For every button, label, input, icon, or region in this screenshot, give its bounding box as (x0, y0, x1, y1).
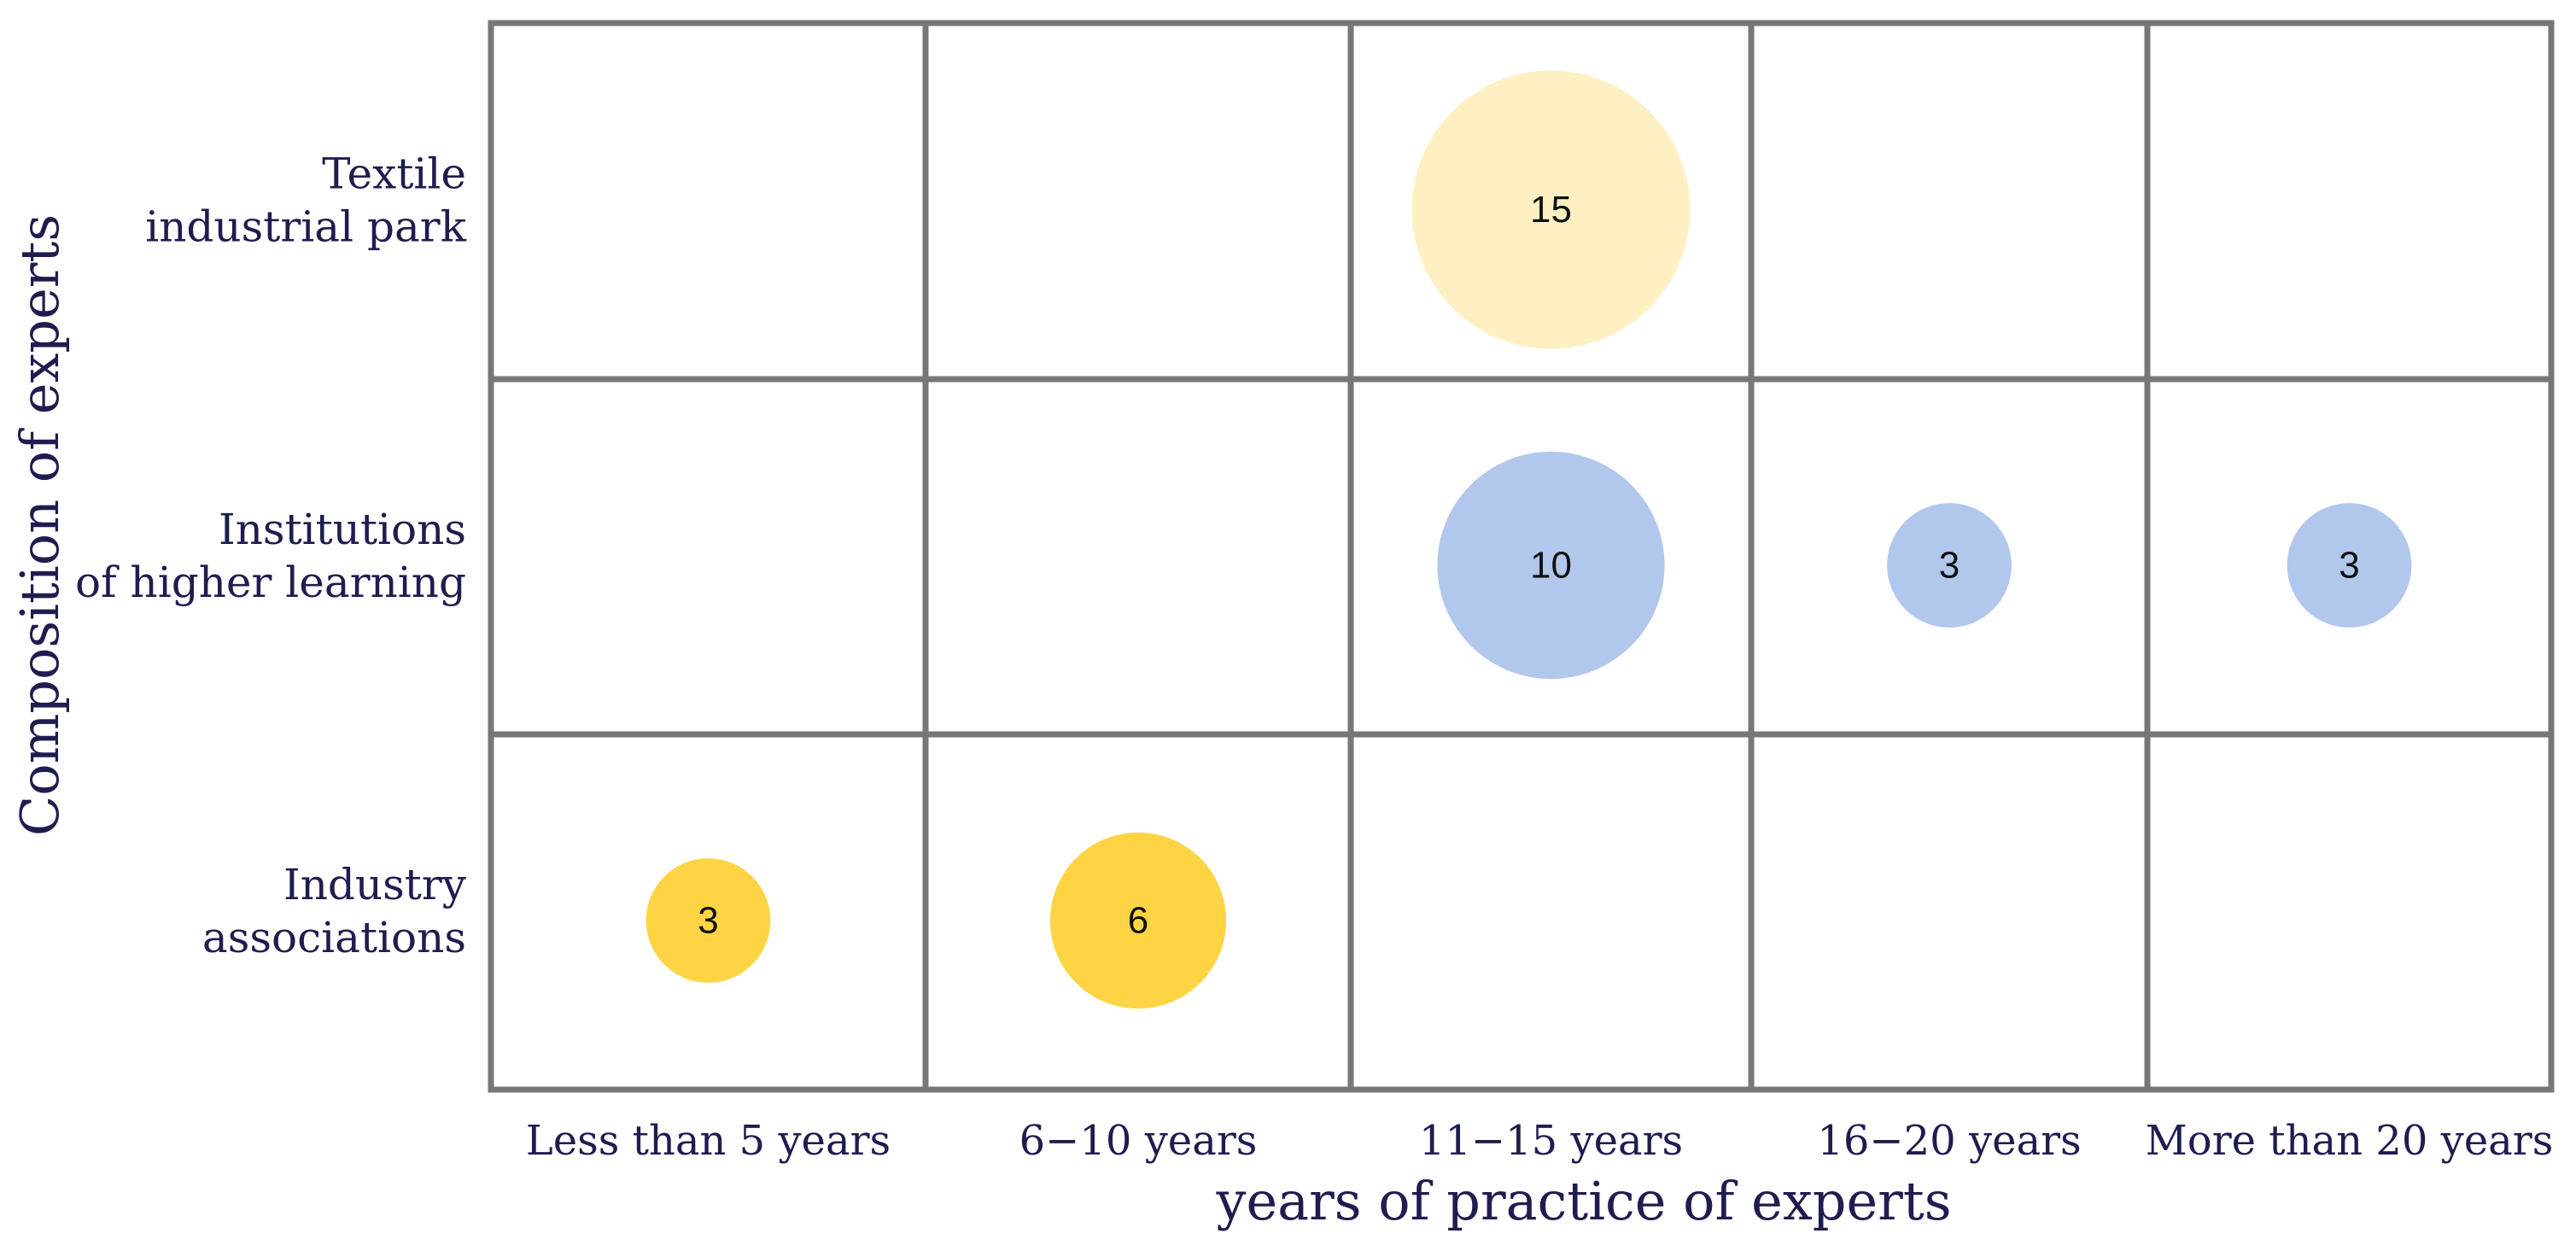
y-axis-title: Composition of experts (9, 214, 71, 836)
x-tick-label: 16−20 years (1817, 1117, 2081, 1165)
y-tick-label-line: associations (202, 913, 466, 962)
y-tick-label: Industry associations (202, 860, 467, 962)
grid-frame (488, 20, 2555, 1093)
y-tick-label-line: Institutions (219, 505, 466, 554)
y-tick-label-line: Textile (322, 149, 466, 199)
x-axis-title: years of practice of experts (1215, 1170, 1951, 1232)
x-tick-label: More than 20 years (2146, 1117, 2554, 1165)
bubble-value-label: 10 (1530, 545, 1572, 587)
bubble-value-label: 3 (2339, 545, 2359, 587)
y-tick-label-line: industrial park (145, 202, 466, 252)
y-tick-label: Textile industrial park (145, 149, 466, 252)
bubble-value-label: 3 (1939, 545, 1960, 587)
bubble (1411, 70, 1691, 349)
bubble (2287, 503, 2412, 628)
bubble (1437, 451, 1665, 680)
y-tick-labels: Textile industrial park Institutions of hig… (75, 149, 467, 963)
bubble-value-label: 15 (1530, 189, 1572, 231)
bubble-value-label: 3 (698, 900, 718, 942)
bubble (645, 858, 771, 983)
bubble (1049, 832, 1227, 1009)
y-tick-label-line: of higher learning (75, 558, 466, 607)
grid (488, 20, 2555, 1093)
bubble-value-label: 6 (1128, 900, 1148, 942)
x-tick-label: Less than 5 years (526, 1117, 891, 1165)
x-tick-label: 6−10 years (1019, 1117, 1258, 1165)
bubble-series: 15 10 3 3 3 6 (645, 70, 2412, 1009)
bubble (1887, 503, 2012, 628)
x-tick-label: 11−15 years (1419, 1117, 1683, 1165)
y-tick-label-line: Industry (283, 860, 467, 909)
x-tick-labels: Less than 5 years 6−10 years 11−15 years 16… (526, 1117, 2554, 1165)
y-tick-label: Institutions of higher learning (75, 505, 466, 607)
